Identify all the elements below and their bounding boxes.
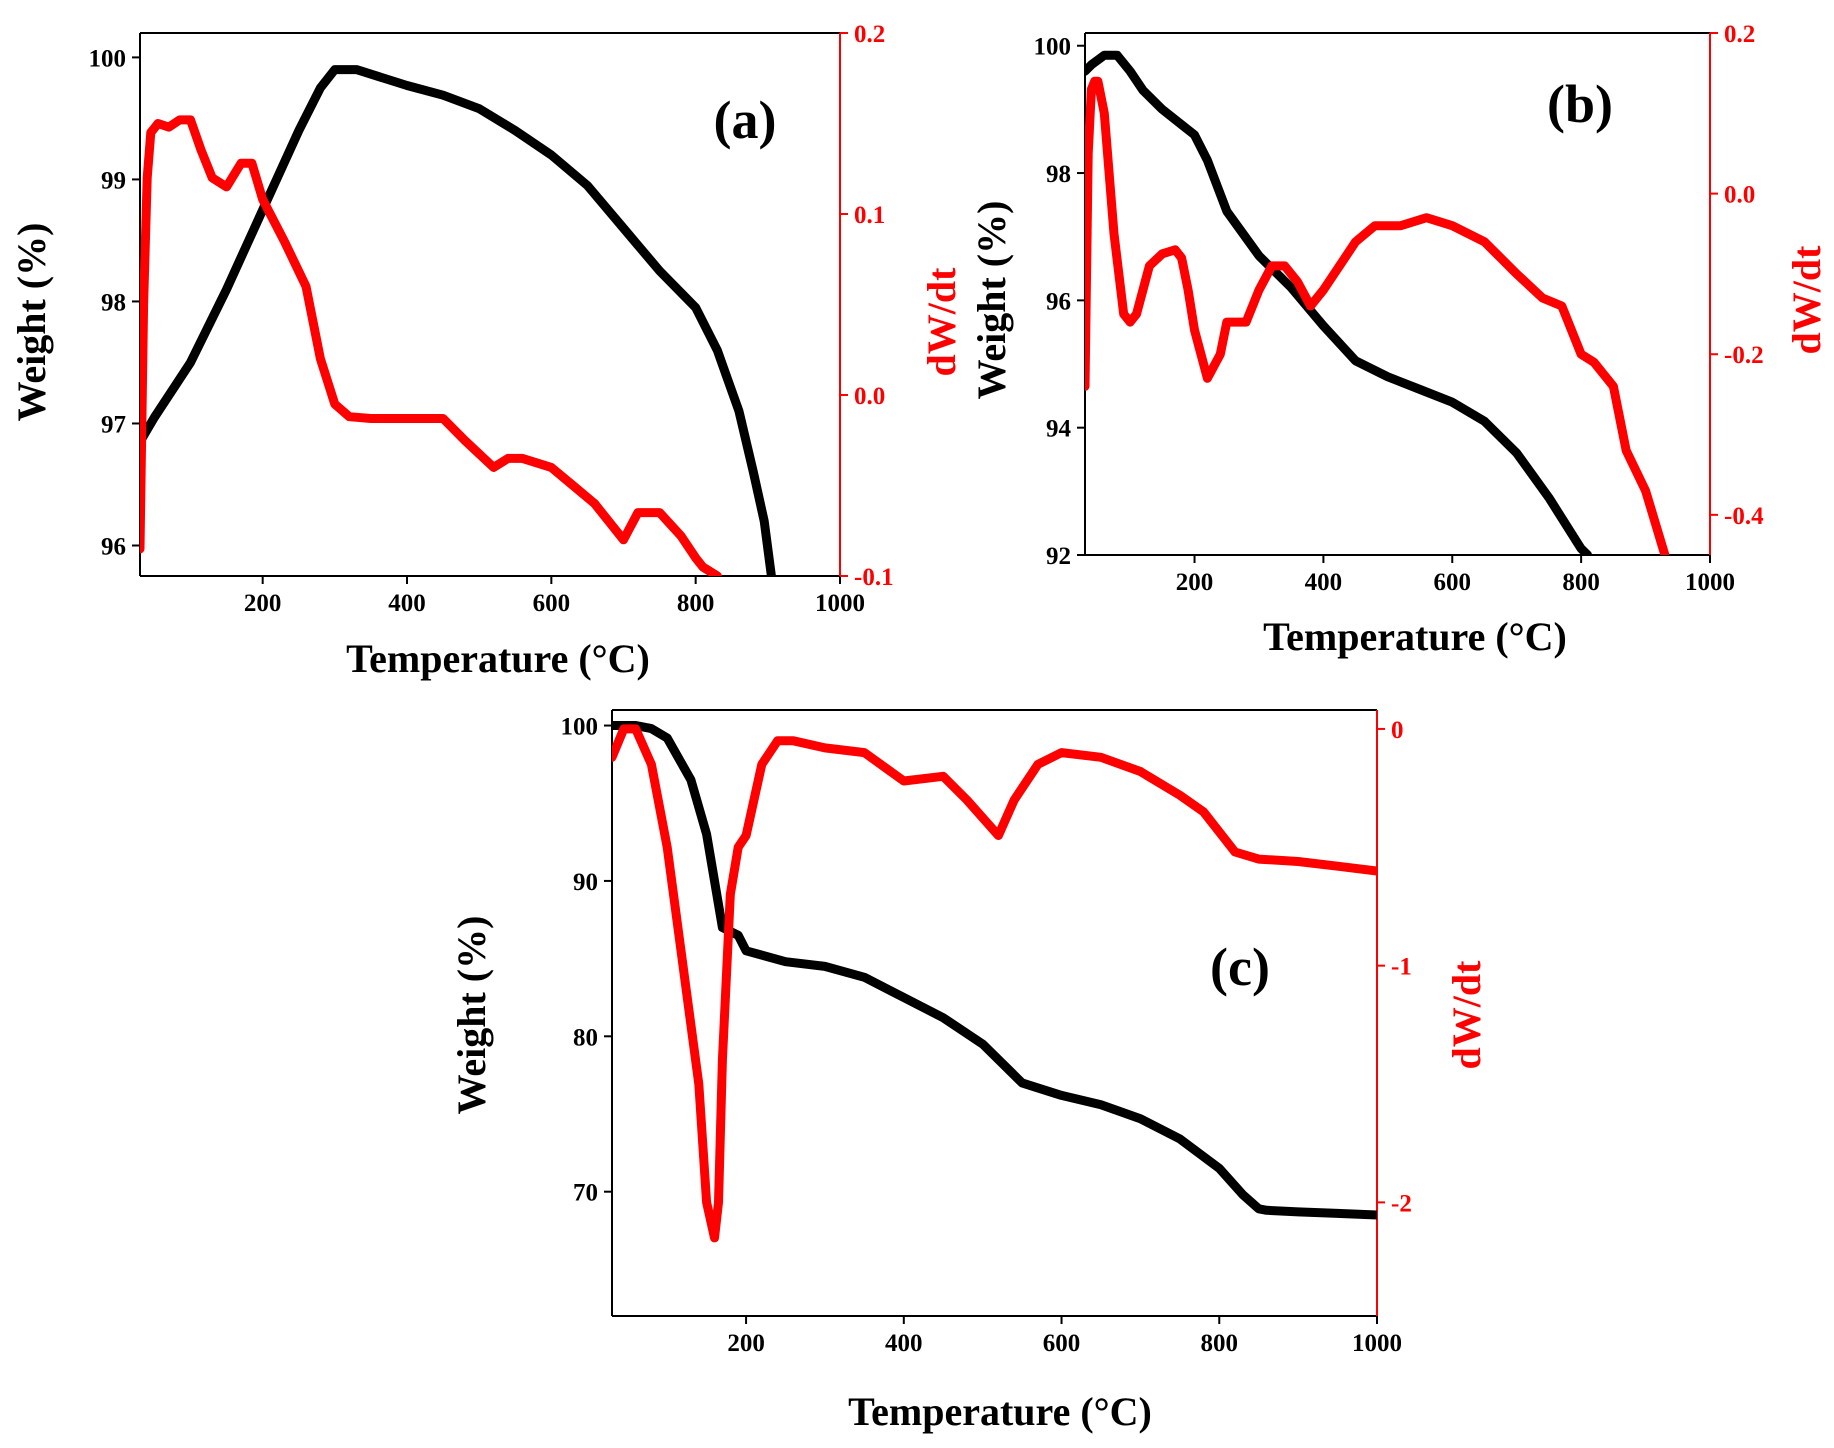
panel-b-right-y-tick-label: -0.4: [1724, 503, 1764, 530]
panel-c-right-y-tick-label: 0: [1391, 717, 1404, 744]
panel-c-y-tick-label: 80: [573, 1024, 598, 1051]
panel-c-x-tick-label: 200: [727, 1330, 765, 1357]
panel-a-y-tick-label: 98: [101, 289, 126, 316]
panel-c-label: (c): [1210, 937, 1270, 997]
panel-a-x-tick-label: 1000: [815, 590, 865, 617]
panel-a-dwdt-series-line: [140, 115, 722, 576]
panel-c-y-tick-label: 90: [573, 869, 598, 896]
panel-c-x-tick-label: 800: [1201, 1330, 1239, 1357]
panel-b-x-tick-label: 200: [1176, 569, 1214, 596]
panel-a-right-axis-title: dW/dt: [919, 267, 964, 377]
panel-c-right-y-tick-label: -1: [1391, 954, 1412, 981]
panel-b-x-tick-label: 800: [1562, 569, 1600, 596]
panel-b-x-axis-title: Temperature (°C): [1263, 614, 1567, 659]
panel-b-right-y-tick-label: 0.0: [1724, 182, 1755, 209]
panel-a-y-axis-title: Weight (%): [9, 223, 54, 422]
panel-a-x-tick-label: 800: [677, 590, 715, 617]
panel-c-x-tick-label: 1000: [1352, 1330, 1402, 1357]
panel-b-y-tick-label: 96: [1046, 288, 1071, 315]
panel-b: (b) Temperature (°C) Weight (%) dW/dt 20…: [969, 21, 1829, 659]
panel-a-y-tick-label: 99: [101, 167, 126, 194]
panel-b-weight-series-line: [1085, 50, 1593, 555]
panel-b-label: (b): [1547, 74, 1613, 134]
panel-b-y-tick-label: 100: [1034, 34, 1072, 61]
panel-a-x-tick-label: 600: [533, 590, 571, 617]
panel-c-x-tick-label: 600: [1043, 1330, 1081, 1357]
panel-c-y-tick-label: 100: [561, 714, 599, 741]
panel-a-y-tick-label: 97: [101, 411, 126, 438]
panel-a-y-tick-label: 96: [101, 533, 126, 560]
panel-b-y-tick-label: 98: [1046, 161, 1071, 188]
panel-a-label: (a): [714, 90, 777, 150]
panel-c-right-axis-title: dW/dt: [1444, 960, 1489, 1070]
panel-b-right-y-tick-label: -0.2: [1724, 342, 1764, 369]
panel-c-x-axis-title: Temperature (°C): [848, 1389, 1152, 1434]
panel-b-plot-area: [1085, 50, 1670, 555]
panel-a-plot-area: [140, 65, 776, 576]
panel-c-weight-series-line: [612, 721, 1377, 1220]
panel-c-right-y-tick-label: -2: [1391, 1190, 1412, 1217]
panel-b-y-tick-label: 94: [1046, 416, 1072, 443]
panel-b-y-axis-title: Weight (%): [969, 201, 1014, 400]
panel-c-plot-area: [612, 721, 1377, 1243]
panel-a-x-axis-title: Temperature (°C): [346, 636, 650, 681]
panel-b-y-tick-label: 92: [1046, 543, 1071, 570]
panel-c: (c) Temperature (°C) Weight (%) dW/dt 20…: [449, 709, 1489, 1434]
panel-b-right-axis-title: dW/dt: [1784, 245, 1829, 355]
panel-b-x-tick-label: 1000: [1685, 569, 1735, 596]
panel-b-dwdt-series-line: [1085, 76, 1670, 555]
panel-a-right-y-tick-label: 0.1: [854, 202, 885, 229]
panel-a-x-tick-label: 400: [388, 590, 426, 617]
panel-a-right-y-tick-label: 0.0: [854, 383, 885, 410]
panel-c-y-axis-title: Weight (%): [449, 916, 494, 1115]
panel-a-right-y-tick-label: -0.1: [854, 564, 894, 591]
panel-a-y-tick-label: 100: [89, 45, 127, 72]
panel-a: (a) Temperature (°C) Weight (%) dW/dt 20…: [9, 21, 964, 681]
panel-b-x-tick-label: 400: [1305, 569, 1343, 596]
panel-a-right-y-tick-label: 0.2: [854, 21, 885, 48]
panel-b-x-tick-label: 600: [1434, 569, 1472, 596]
panel-a-weight-series-line: [140, 65, 776, 576]
panel-c-y-tick-label: 70: [573, 1180, 598, 1207]
panel-c-dwdt-series-line: [612, 724, 1377, 1243]
panel-a-x-tick-label: 200: [244, 590, 282, 617]
panel-b-right-y-tick-label: 0.2: [1724, 21, 1755, 48]
panel-c-x-tick-label: 400: [885, 1330, 923, 1357]
